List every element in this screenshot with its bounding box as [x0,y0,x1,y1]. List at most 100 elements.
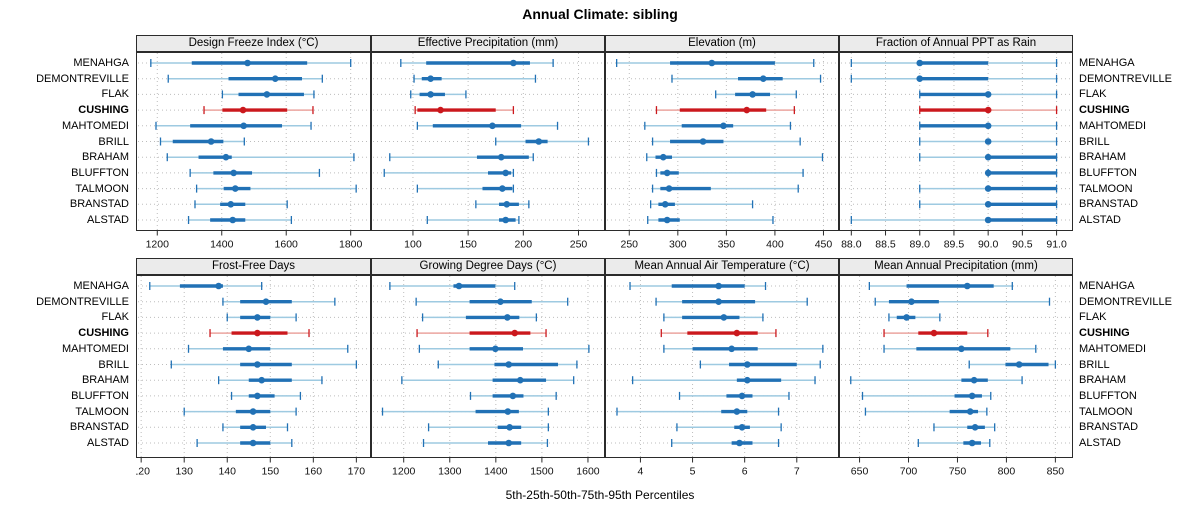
percentile-row-talmoon [651,184,799,193]
percentile-row-demontreville [167,74,323,83]
median-dot [970,376,978,384]
median-dot [229,216,237,224]
median-dot [504,314,511,321]
axis-tick-label: 150 [262,466,280,478]
median-dot [665,185,673,192]
axis-tick-label: 850 [1047,466,1065,478]
median-dot [254,329,261,337]
median-dot [958,345,965,353]
axis-canvas: 1200 1400 1600 1800 [146,231,363,251]
station-label-right-menahga: MENAHGA [1079,280,1135,292]
median-dot [984,201,992,208]
percentile-row-demontreville [850,74,1058,83]
station-label-left-brill: BRILL [98,358,129,371]
percentile-row-demontreville [655,297,808,306]
percentile-row-branstad [933,423,996,432]
median-dot [502,169,509,177]
percentile-row-brill [919,137,1058,146]
percentile-row-flak [226,313,297,322]
percentile-row-branstad [475,200,530,209]
percentile-row-menahga [616,59,815,67]
axis-canvas: 1200 1300 1400 1500 1600 [392,458,600,478]
percentile-row-bluffton [383,168,515,177]
axis-tick-label: 1400 [484,466,508,478]
median-dot [240,122,247,130]
percentile-row-bluffton [469,391,557,400]
median-dot [1015,361,1023,368]
percentile-row-bluffton [861,391,992,400]
median-dot [738,424,746,431]
percentile-row-demontreville [415,297,569,306]
percentile-row-bluffton [655,168,804,177]
panel-axis-elevation: 250 300 350 400 450 [605,231,839,255]
percentile-row-mahtomedi [919,121,1058,130]
panel-axis-frost-free-days: 120 130 140 150 160 170 [132,458,371,482]
percentile-row-mahtomedi [663,344,824,353]
panel-axis-mean-annual-precipitation: 650 700 750 800 850 [839,458,1073,482]
median-dot [749,91,756,98]
percentile-row-braham [631,376,816,385]
percentile-row-branstad [194,200,288,209]
station-label-right-flak: FLAK [1079,311,1107,324]
axis-tick-label: 1800 [339,239,363,251]
percentile-row-brill [968,360,1057,369]
panel-plot-growing-degree-days [371,275,605,458]
axis-tick-label: 6 [742,466,748,478]
axis-tick-label: 200 [515,239,533,251]
panel-plot-mean-annual-precipitation [839,275,1073,458]
percentile-row-cushing [883,329,989,338]
median-dot [908,298,915,305]
median-dot [984,169,992,177]
median-dot [254,361,261,368]
axis-tick-label: 250 [621,239,639,251]
percentile-row-brill [437,360,578,369]
axis-tick-label: 800 [998,466,1016,478]
median-dot [984,216,992,224]
median-dot [699,138,707,145]
median-dot [215,282,222,290]
panel-plot-mean-annual-air-temperature [605,275,839,458]
station-label-right-branstad: BRANSTAD [1079,421,1139,434]
median-dot [244,59,251,67]
panel-axis-design-freeze-index: 1200 1400 1600 1800 [136,231,371,255]
station-label-left-alstad: ALSTAD [87,214,129,226]
median-dot [728,345,735,353]
panel-canvas [839,275,1073,458]
median-dot [510,59,517,67]
station-label-right-braham: BRAHAM [1079,151,1127,164]
station-label-left-mahtomedi: MAHTOMEDI [61,342,129,355]
axis-tick-label: 1200 [392,466,416,478]
station-label-right-alstad: ALSTAD [1079,437,1121,449]
axis-tick-label: 1500 [530,466,554,478]
median-dot [427,91,434,98]
median-dot [427,75,434,82]
percentile-row-mahtomedi [418,344,590,353]
median-dot [715,298,722,305]
station-label-left-cushing: CUSHING [78,327,129,340]
percentile-row-cushing [660,329,777,338]
percentile-row-flak [421,313,538,322]
station-label-left-bluffton: BLUFFTON [71,166,129,179]
station-label-right-cushing: CUSHING [1079,327,1130,340]
station-label-left-flak: FLAK [101,88,129,101]
axis-tick-label: 750 [949,466,967,478]
axis-tick-label: 350 [718,239,736,251]
percentile-row-menahga [850,59,1058,67]
percentile-row-alstad [850,216,1058,224]
median-dot [258,376,265,384]
axis-canvas: 250 300 350 400 450 [621,231,832,251]
axis-canvas: 4 5 6 7 [638,458,800,478]
station-label-right-mahtomedi: MAHTOMEDI [1079,119,1147,132]
station-label-right-bluffton: BLUFFTON [1079,166,1137,179]
median-dot [984,106,992,114]
percentile-row-branstad [919,200,1058,209]
median-dot [736,439,743,447]
panel-axis-growing-degree-days: 1200 1300 1400 1500 1600 [371,458,605,482]
median-dot [239,106,247,114]
median-dot [759,75,767,82]
median-dot [738,392,746,400]
panel-plot-frost-free-days [136,275,371,458]
percentile-row-cushing [655,106,795,115]
median-dot [916,59,924,67]
